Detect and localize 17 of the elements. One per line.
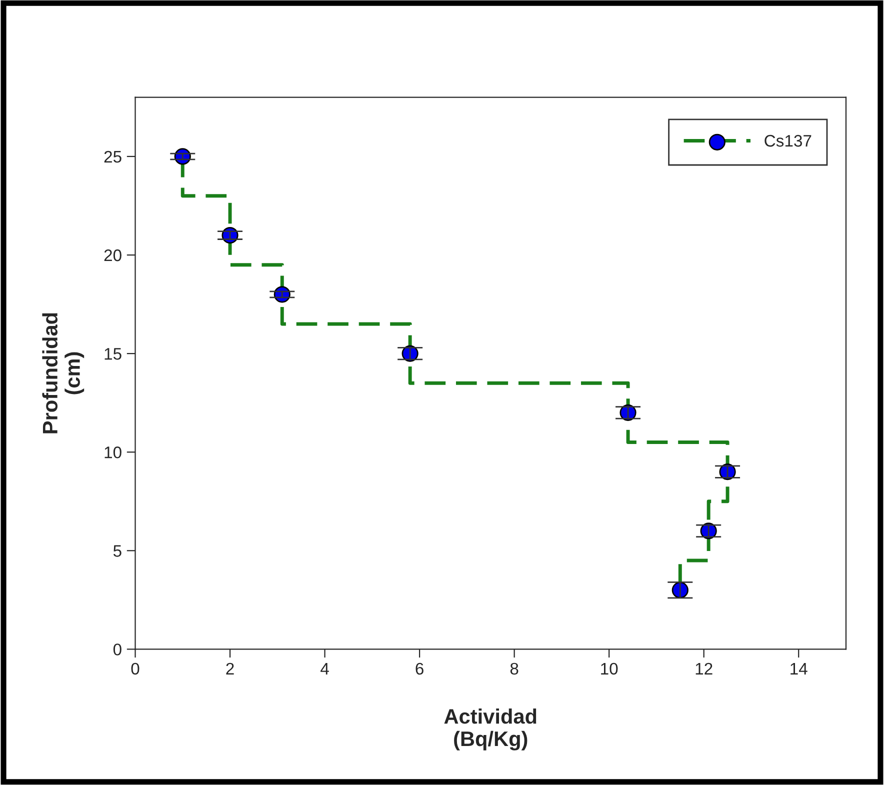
x-tick-label: 2 — [226, 662, 234, 674]
x-axis-title: Actividad (Bq/Kg) — [444, 708, 536, 750]
x-tick-label: 8 — [510, 662, 518, 675]
y-tick-label: 20 — [104, 249, 122, 262]
y-tick-label: 0 — [113, 644, 122, 656]
legend-label: Cs137 — [764, 134, 812, 147]
x-tick-label: 0 — [131, 662, 140, 675]
y-axis-title: Profundidad (cm) — [42, 313, 84, 434]
y-tick-label: 15 — [104, 348, 122, 360]
x-tick-label: 14 — [790, 663, 808, 674]
x-tick-label: 4 — [320, 663, 329, 674]
x-tick-label: 6 — [416, 662, 424, 675]
y-tick-label: 10 — [104, 446, 122, 458]
y-tick-label: 5 — [113, 545, 122, 557]
y-tick-label: 25 — [104, 150, 122, 163]
x-tick-label: 10 — [601, 662, 618, 675]
x-tick-label: 12 — [696, 662, 712, 674]
